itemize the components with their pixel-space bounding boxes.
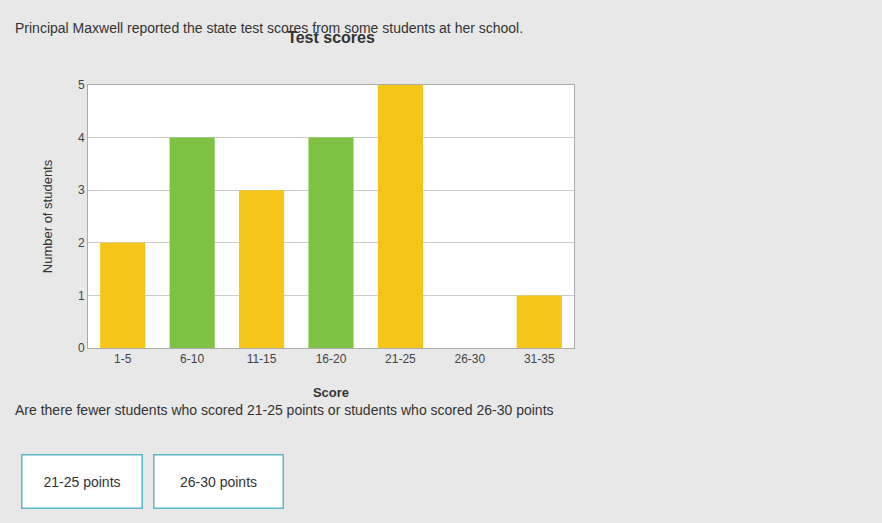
svg-text:Test scores: Test scores: [287, 29, 375, 46]
svg-text:Principal Maxwell reported the: Principal Maxwell reported the state tes…: [15, 20, 523, 36]
svg-text:0: 0: [78, 341, 85, 355]
svg-text:21-25: 21-25: [385, 352, 416, 366]
svg-text:16-20: 16-20: [316, 352, 347, 366]
svg-text:1-5: 1-5: [114, 352, 132, 366]
svg-text:5: 5: [78, 78, 85, 92]
svg-text:Are there fewer students who s: Are there fewer students who scored 21-2…: [15, 402, 554, 418]
svg-text:26-30 points: 26-30 points: [180, 474, 257, 490]
svg-text:Score: Score: [313, 385, 349, 400]
svg-text:11-15: 11-15: [247, 352, 277, 366]
svg-text:31-35: 31-35: [524, 352, 555, 366]
svg-text:4: 4: [78, 131, 85, 145]
svg-text:26-30: 26-30: [455, 352, 486, 366]
svg-text:Number of students: Number of students: [40, 159, 55, 273]
svg-text:3: 3: [78, 183, 85, 197]
svg-text:21-25 points: 21-25 points: [43, 474, 120, 490]
svg-text:2: 2: [78, 236, 85, 250]
svg-text:6-10: 6-10: [180, 352, 204, 366]
svg-text:1: 1: [78, 289, 85, 303]
